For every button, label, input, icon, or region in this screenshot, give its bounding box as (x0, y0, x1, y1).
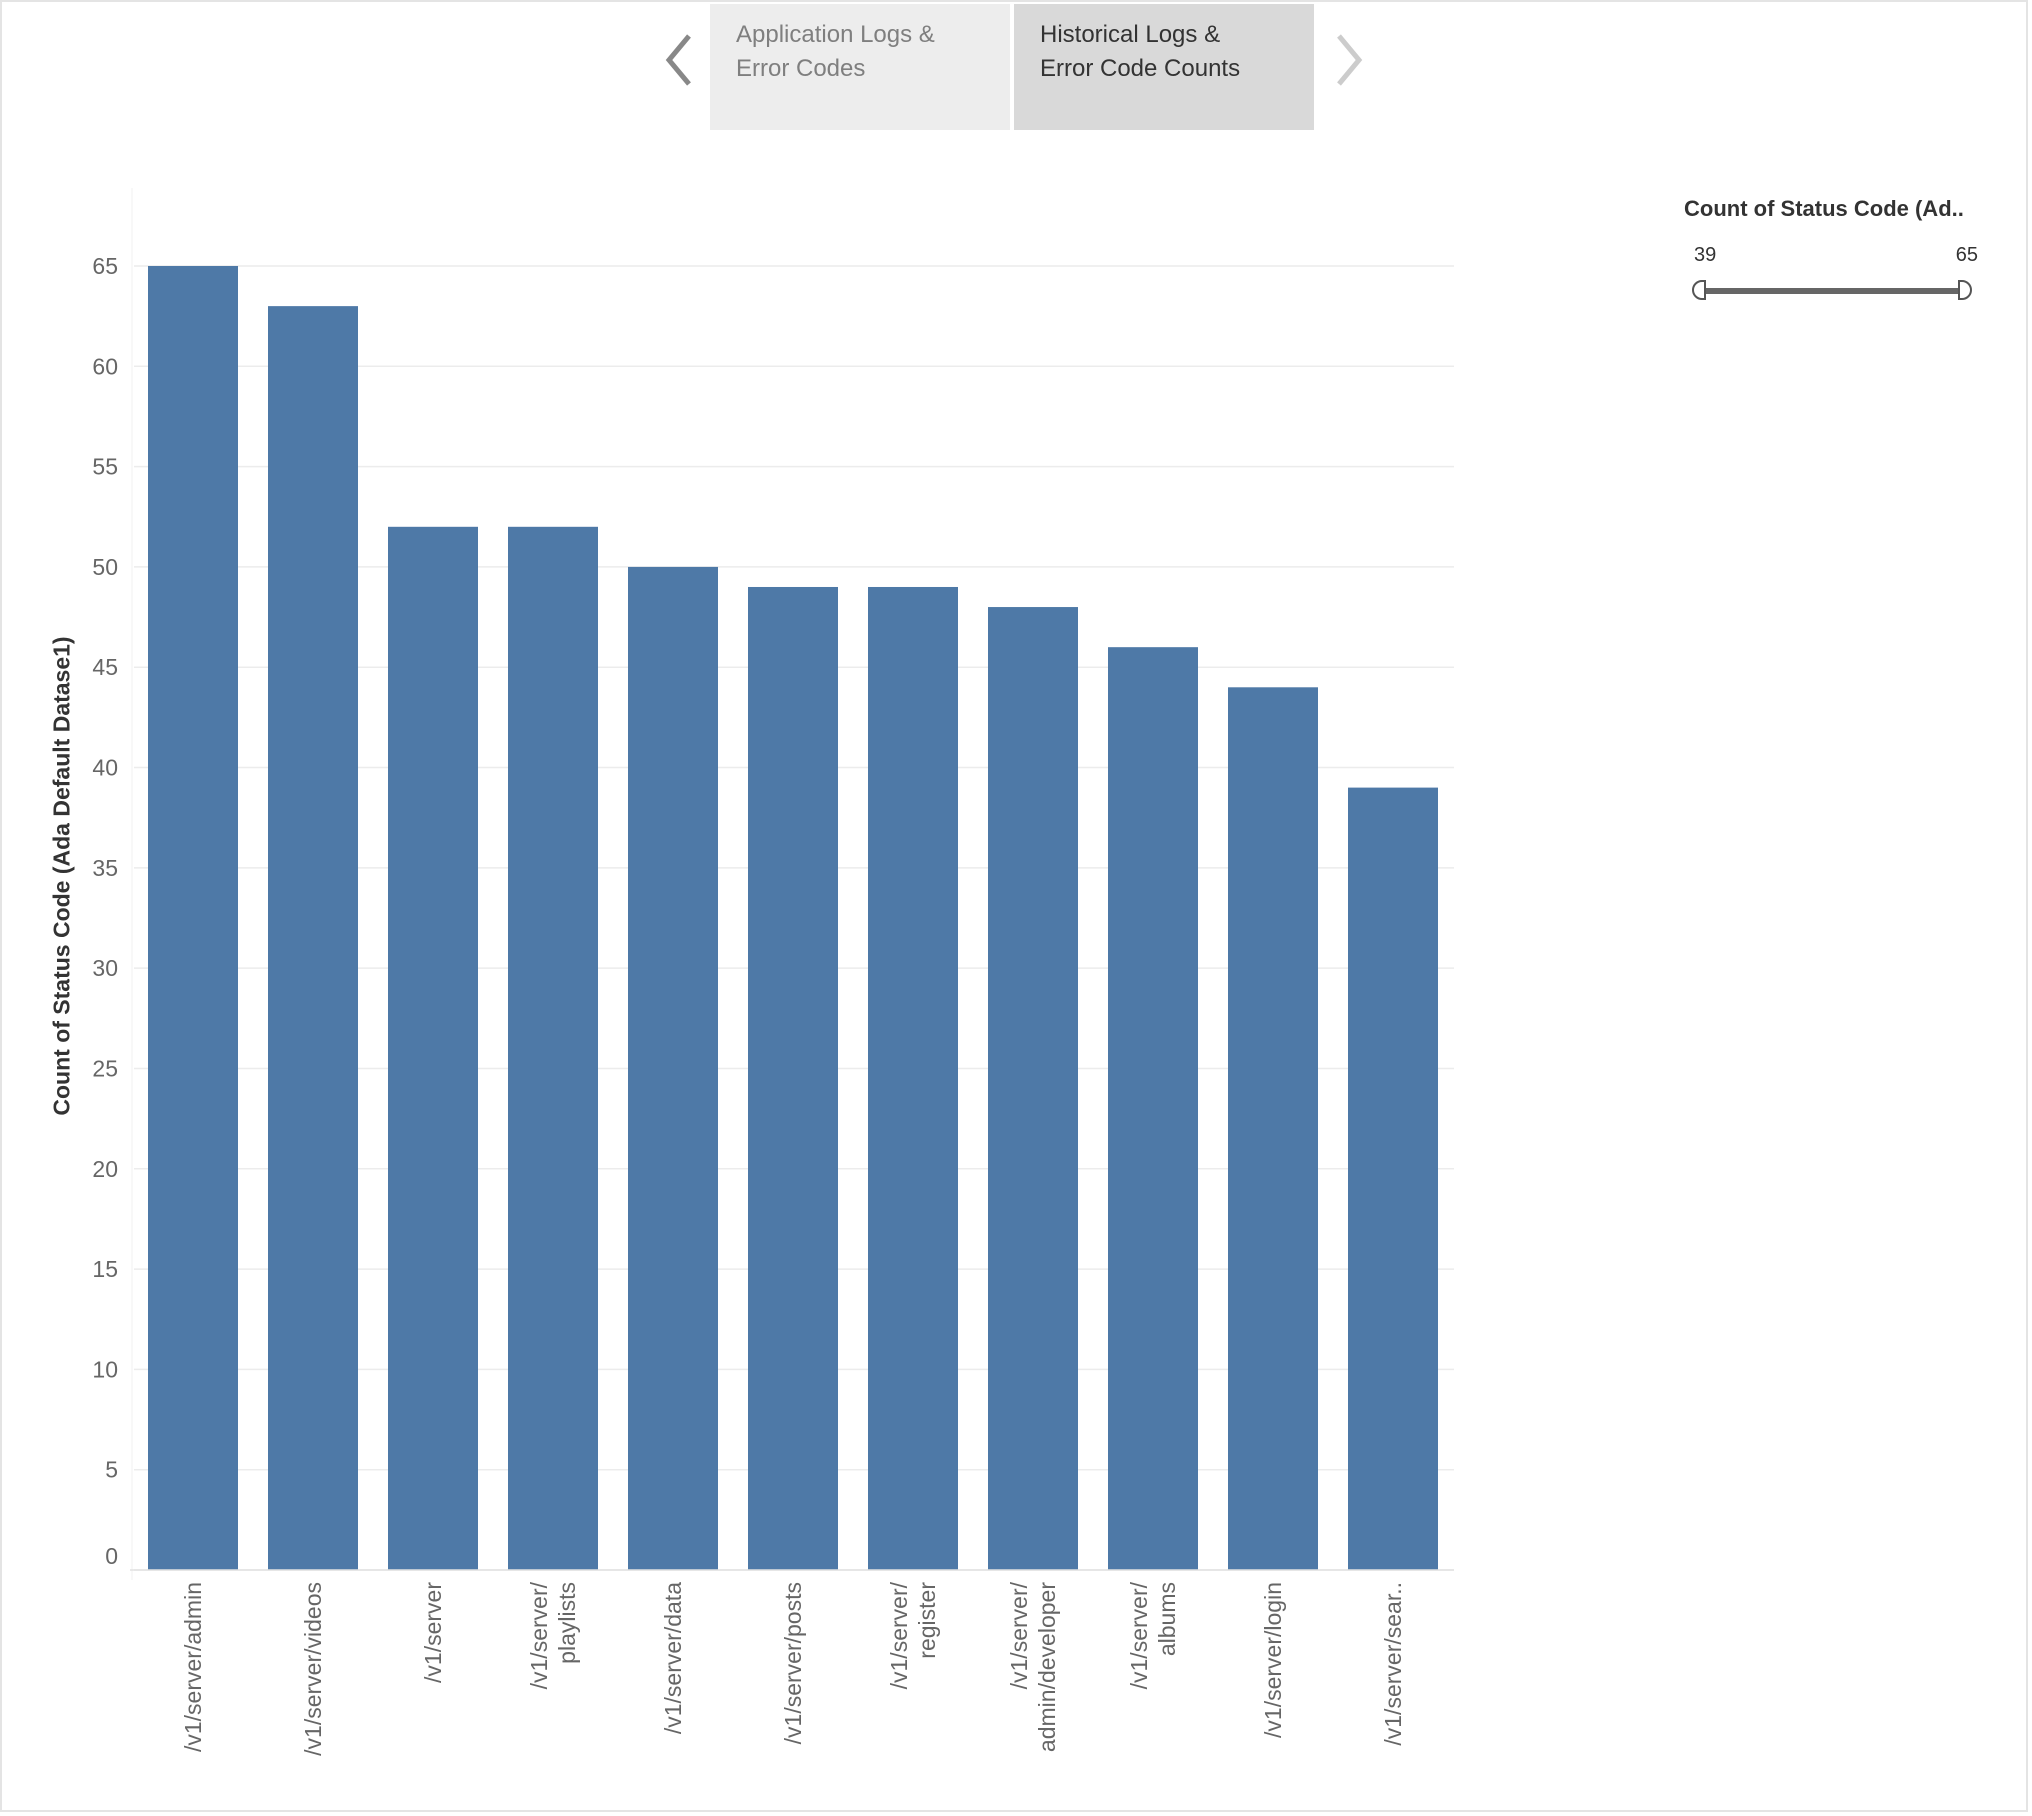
filter-min-value: 39 (1694, 244, 1717, 266)
bar (388, 526, 478, 1570)
bar (1108, 647, 1198, 1570)
previous-story-point-button[interactable] (652, 30, 708, 90)
bar (1348, 787, 1438, 1570)
bar (268, 306, 358, 1571)
y-tick-label: 10 (92, 1356, 118, 1382)
slider-max-handle[interactable] (1958, 280, 1972, 300)
x-tick-label: /v1/server/ (1006, 1581, 1032, 1689)
filter-max-value: 65 (1955, 244, 1978, 266)
slider-track[interactable] (1696, 288, 1968, 294)
x-tick-label: register (914, 1582, 940, 1659)
chevron-left-icon (665, 34, 691, 86)
next-story-point-button[interactable] (1320, 30, 1376, 90)
y-tick-label: 5 (105, 1457, 118, 1483)
y-tick-label: 35 (92, 855, 118, 881)
x-tick-label: /v1/server/admin (180, 1582, 206, 1752)
story-point-label-line1: Application Logs & (736, 21, 935, 48)
x-tick-label: /v1/server/videos (300, 1582, 326, 1756)
y-tick-label: 60 (92, 353, 118, 379)
bar-chart: 0 5 10 15 20 25 30 35 40 45 50 55 60 65/v1/server/adm… (92, 188, 1454, 1756)
y-tick-label: 55 (92, 454, 118, 480)
range-slider[interactable] (1692, 280, 1972, 302)
status-code-range-filter: Count of Status Code (Ad.. 39 65 (1684, 196, 1984, 300)
x-tick-label: /v1/server/ (526, 1581, 552, 1689)
bar (748, 586, 838, 1570)
y-tick-label: 15 (92, 1256, 118, 1282)
slider-min-handle[interactable] (1692, 280, 1706, 300)
bar (508, 526, 598, 1570)
x-tick-label: /v1/server/ (1126, 1581, 1152, 1689)
x-tick-label: /v1/server/data (660, 1582, 686, 1734)
x-tick-label: /v1/server (420, 1582, 446, 1683)
filter-title: Count of Status Code (Ad.. (1684, 196, 1964, 221)
story-point-label-line1: Historical Logs & (1040, 21, 1221, 48)
x-tick-label: playlists (554, 1582, 580, 1664)
story-point-application-logs[interactable]: Application Logs & Error Codes (710, 4, 1010, 130)
bar (988, 607, 1078, 1570)
y-tick-label: 45 (92, 654, 118, 680)
bar (1228, 687, 1318, 1570)
story-point-historical-logs[interactable]: Historical Logs & Error Code Counts (1014, 4, 1314, 130)
story-point-label-line2: Error Code Counts (1040, 55, 1241, 82)
x-tick-label: /v1/server/login (1260, 1582, 1286, 1738)
story-point-label-line2: Error Codes (736, 55, 866, 82)
bar (868, 586, 958, 1570)
x-tick-label: /v1/server/sear.. (1380, 1582, 1406, 1746)
x-tick-label: /v1/server/posts (780, 1582, 806, 1744)
y-axis-title: Count of Status Code (Ada Default Datase… (48, 636, 75, 1116)
bar (628, 566, 718, 1570)
bar (148, 266, 238, 1570)
y-tick-label: 20 (92, 1156, 118, 1182)
x-tick-label: /v1/server/ (886, 1581, 912, 1689)
y-tick-label: 50 (92, 554, 118, 580)
y-tick-label: 30 (92, 955, 118, 981)
y-tick-label: 25 (92, 1055, 118, 1081)
y-tick-label: 0 (105, 1543, 118, 1569)
chevron-right-icon (1337, 34, 1363, 86)
y-tick-label: 40 (92, 755, 118, 781)
y-tick-label: 65 (92, 253, 118, 279)
x-tick-label: albums (1154, 1582, 1180, 1656)
x-tick-label: admin/developer (1034, 1582, 1060, 1752)
